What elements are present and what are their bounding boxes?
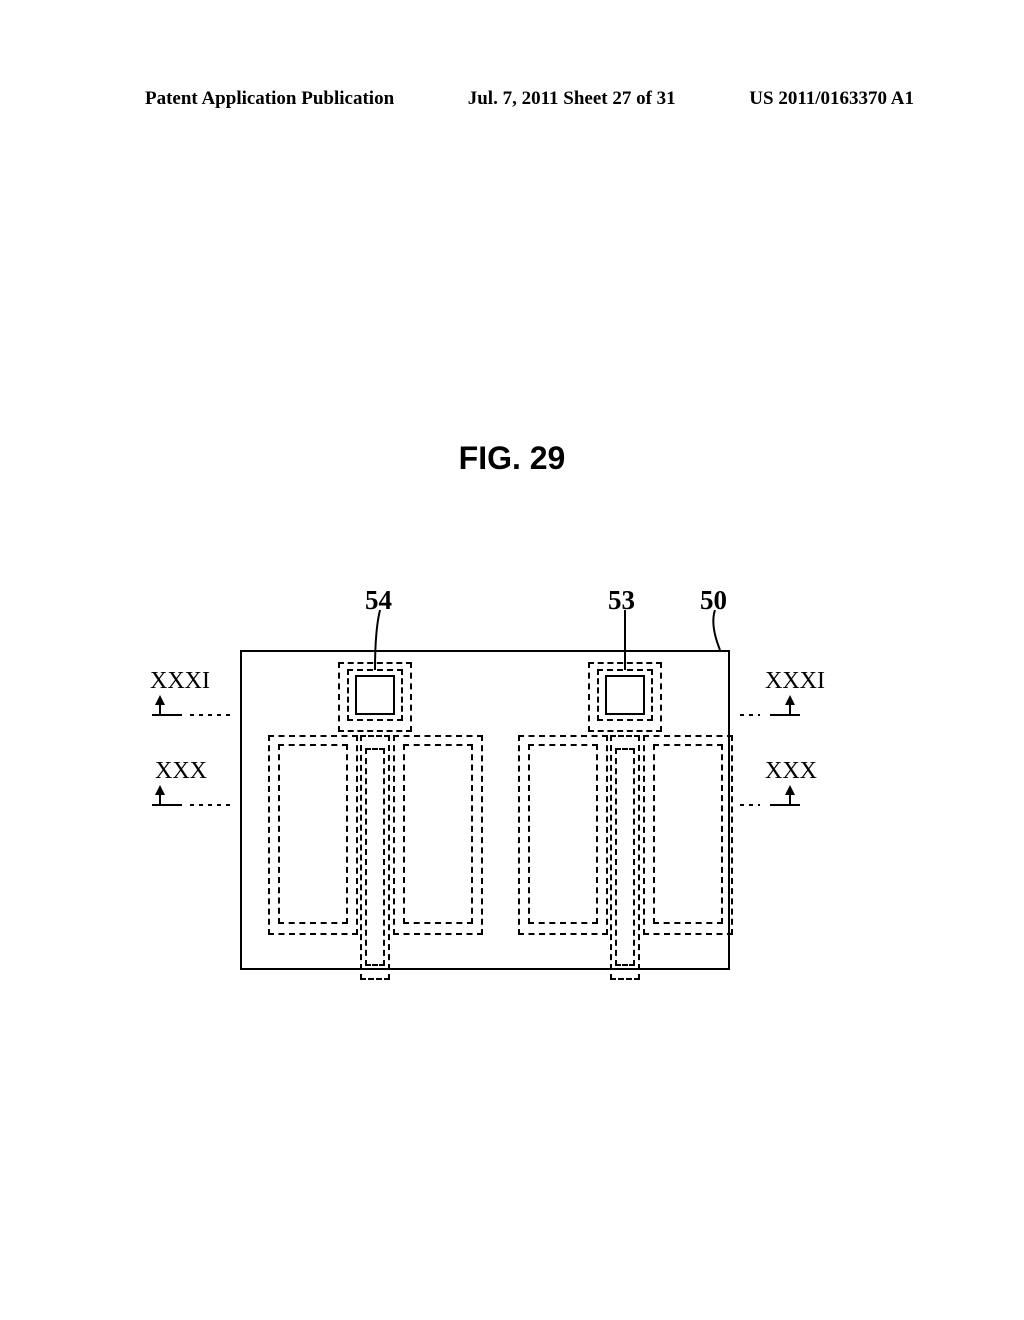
dashed-cell — [365, 748, 385, 966]
header-right: US 2011/0163370 A1 — [749, 88, 914, 110]
diagram: 54 53 50 XXXI XX — [210, 600, 740, 980]
section-xxxi-left: XXXI — [150, 668, 210, 695]
header-left: Patent Application Publication — [145, 88, 394, 110]
dashed-top-inner-left — [347, 669, 403, 721]
arrow-xxxi-left — [152, 695, 232, 725]
dashed-top-inner-right — [597, 669, 653, 721]
section-xxx-right: XXX — [765, 758, 817, 785]
arrow-xxx-left — [152, 785, 232, 815]
dashed-cell — [528, 744, 598, 924]
section-xxx-left: XXX — [155, 758, 207, 785]
page-header: Patent Application Publication Jul. 7, 2… — [0, 88, 1024, 110]
dashed-cell — [403, 744, 473, 924]
dashed-cell — [615, 748, 635, 966]
section-xxxi-right: XXXI — [765, 668, 825, 695]
dashed-cell — [653, 744, 723, 924]
header-middle: Jul. 7, 2011 Sheet 27 of 31 — [468, 88, 676, 110]
arrow-xxxi-right — [740, 695, 820, 725]
arrow-xxx-right — [740, 785, 820, 815]
figure-title: FIG. 29 — [459, 440, 566, 477]
dashed-cell — [278, 744, 348, 924]
